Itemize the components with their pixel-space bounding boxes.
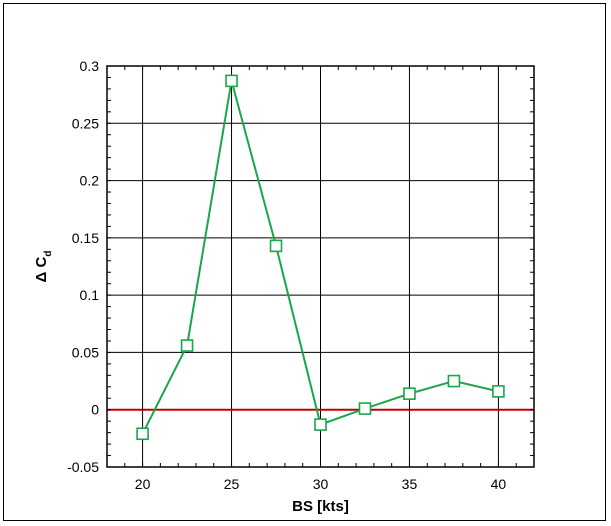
- data-point-marker: [358, 402, 372, 415]
- y-tick-label: -0.05: [67, 459, 99, 475]
- x-tick-label: 35: [402, 476, 418, 492]
- x-tick-label: 40: [491, 476, 507, 492]
- y-tick-label: 0.25: [72, 115, 99, 131]
- data-point-marker: [403, 387, 416, 400]
- data-point-marker: [225, 74, 238, 88]
- grid: [107, 65, 534, 468]
- y-tick-label: 0.1: [80, 287, 100, 303]
- plot-border: [106, 65, 535, 468]
- series-group: [136, 74, 505, 441]
- x-axis-title: BS [kts]: [292, 498, 349, 515]
- data-point-marker: [269, 239, 283, 253]
- axes: [106, 65, 535, 468]
- x-tick-label: 30: [313, 476, 329, 492]
- y-tick-label: 0.15: [72, 230, 99, 246]
- y-axis-title: Δ Cd: [33, 251, 54, 283]
- y-axis-title-main: Δ C: [33, 256, 50, 282]
- y-tick-label: 0: [91, 402, 99, 418]
- data-point-marker: [136, 427, 149, 441]
- chart-frame: 20 25 30 35 40 -0.05 0 0.05 0.1 0.15 0.2 0.25 0.3 BS…: [3, 3, 606, 521]
- tick-labels: 20 25 30 35 40 -0.05 0 0.05 0.1 0.15 0.2 0.25 0.3: [67, 58, 506, 492]
- y-tick-label: 0.05: [72, 344, 99, 360]
- data-point-marker: [180, 339, 194, 352]
- x-tick-label: 25: [224, 476, 240, 492]
- y-tick-label: 0.3: [80, 58, 100, 74]
- line-chart: 20 25 30 35 40 -0.05 0 0.05 0.1 0.15 0.2 0.25 0.3 BS…: [33, 58, 535, 515]
- data-point-marker: [492, 385, 505, 398]
- data-point-marker: [314, 418, 327, 431]
- data-point-marker: [447, 374, 461, 388]
- y-axis-title-subscript: d: [43, 251, 54, 257]
- y-tick-label: 0.2: [80, 173, 100, 189]
- x-tick-label: 20: [135, 476, 151, 492]
